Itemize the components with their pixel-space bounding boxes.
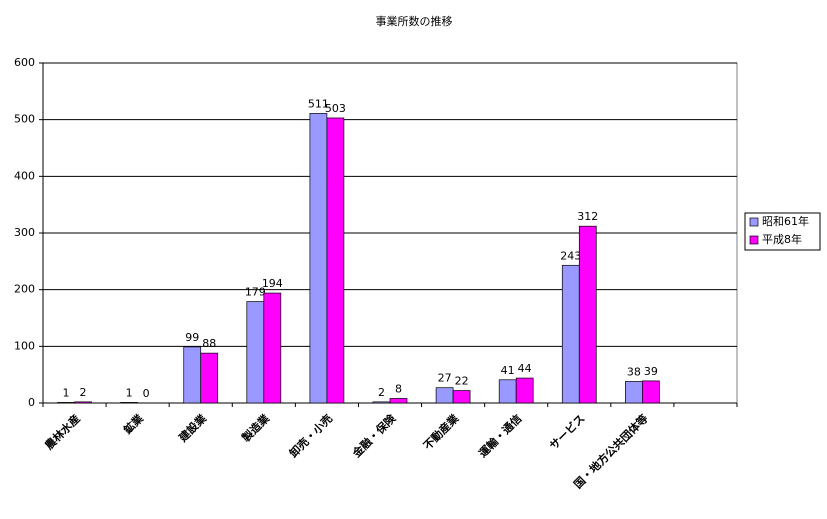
bar (515, 377, 534, 404)
bar (120, 402, 138, 404)
data-label: 8 (395, 382, 402, 395)
bar (435, 387, 454, 404)
data-label: 99 (185, 331, 199, 344)
bar (200, 352, 219, 404)
data-label: 0 (143, 387, 150, 400)
y-tick-label: 200 (14, 283, 35, 296)
bar (309, 113, 328, 404)
y-tick-label: 300 (14, 226, 35, 239)
y-tick-label: 0 (28, 396, 35, 409)
bar (263, 292, 282, 404)
bar (57, 402, 75, 404)
bar (372, 401, 391, 404)
y-tick-label: 500 (14, 113, 35, 126)
data-label: 41 (501, 364, 515, 377)
data-label: 1 (63, 386, 70, 399)
data-label: 194 (262, 277, 283, 290)
bar (578, 225, 597, 404)
y-tick-label: 400 (14, 169, 35, 182)
bar (452, 390, 471, 404)
data-label: 1 (126, 386, 133, 399)
bar (498, 379, 517, 404)
data-label: 2 (378, 386, 385, 399)
data-label: 39 (644, 365, 658, 378)
legend-label: 平成8年 (762, 232, 802, 246)
legend-swatch (749, 235, 759, 245)
legend-label: 昭和61年 (762, 214, 809, 228)
bar (183, 346, 202, 404)
bar (389, 398, 408, 404)
data-label: 312 (577, 210, 598, 223)
chart-title: 事業所数の推移 (376, 14, 453, 28)
bar (246, 301, 265, 404)
data-label: 27 (438, 372, 452, 385)
bar (625, 381, 643, 404)
data-label: 179 (245, 286, 266, 299)
data-label: 38 (627, 365, 641, 378)
data-label: 511 (308, 97, 329, 110)
bar (642, 380, 660, 404)
y-tick-label: 100 (14, 339, 35, 352)
data-label: 22 (455, 375, 469, 388)
data-label: 2 (80, 386, 87, 399)
bar (561, 264, 580, 404)
bar (326, 117, 345, 404)
data-label: 503 (325, 102, 346, 115)
data-label: 88 (202, 337, 216, 350)
legend-swatch (749, 217, 759, 227)
bar (74, 401, 92, 404)
y-tick-label: 600 (14, 56, 35, 69)
data-label: 44 (518, 362, 532, 375)
data-label: 243 (560, 249, 581, 262)
